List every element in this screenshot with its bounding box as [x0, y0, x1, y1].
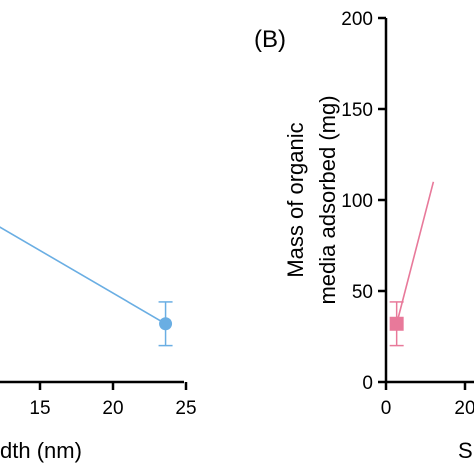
panel-b-y-ticks: 0 50 100 150 200 — [341, 9, 386, 394]
panel-b-point — [389, 316, 404, 331]
panel-a-series — [0, 226, 173, 347]
panel-b-series — [389, 181, 435, 347]
panel-a-x-tick-label: 20 — [102, 398, 123, 419]
panel-b-y-tick-label: 50 — [352, 282, 373, 303]
panel-a-series-line — [0, 226, 166, 325]
panel-a-x-tick-label: 15 — [29, 398, 50, 419]
panel-b-x-tick-label: 0 — [381, 398, 392, 419]
panel-b-x-ticks: 0 20 — [381, 382, 474, 419]
panel-a-x-ticks: 15 20 25 — [29, 382, 197, 419]
panel-b-series-line — [395, 181, 435, 324]
panel-b-y-tick-label: 200 — [341, 9, 373, 30]
panel-a: 15 20 25 dth (nm) — [0, 226, 197, 463]
panel-b-x-axis-title: S — [458, 438, 473, 463]
panel-b: (B) Mass of organic media adsorbed (mg) … — [254, 9, 474, 463]
panel-b-y-axis-title-line1: Mass of organic — [283, 122, 308, 277]
panel-b-y-tick-label: 150 — [341, 100, 373, 121]
panel-b-y-tick-label: 100 — [341, 191, 373, 212]
panel-b-label: (B) — [254, 26, 286, 53]
panel-b-y-tick-label: 0 — [362, 373, 373, 394]
panel-b-y-axis-title: Mass of organic media adsorbed (mg) — [283, 95, 340, 304]
panel-a-x-tick-label: 25 — [175, 398, 196, 419]
panel-b-x-tick-label: 20 — [454, 398, 474, 419]
panel-a-x-axis-title: dth (nm) — [0, 438, 82, 463]
panel-b-y-axis-title-line2: media adsorbed (mg) — [315, 95, 340, 304]
panel-a-point — [159, 317, 173, 331]
